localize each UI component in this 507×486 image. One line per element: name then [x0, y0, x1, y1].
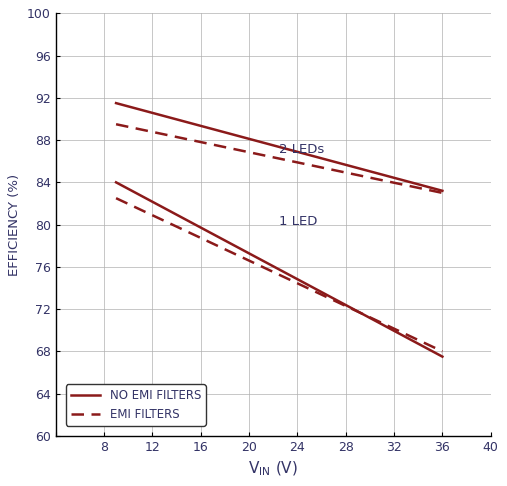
- Legend: NO EMI FILTERS, EMI FILTERS: NO EMI FILTERS, EMI FILTERS: [66, 384, 206, 426]
- Y-axis label: EFFICIENCY (%): EFFICIENCY (%): [8, 174, 21, 276]
- Text: 2 LEDs: 2 LEDs: [279, 143, 324, 156]
- Text: 1 LED: 1 LED: [279, 215, 317, 227]
- X-axis label: V$_{\mathregular{IN}}$ (V): V$_{\mathregular{IN}}$ (V): [248, 459, 298, 478]
